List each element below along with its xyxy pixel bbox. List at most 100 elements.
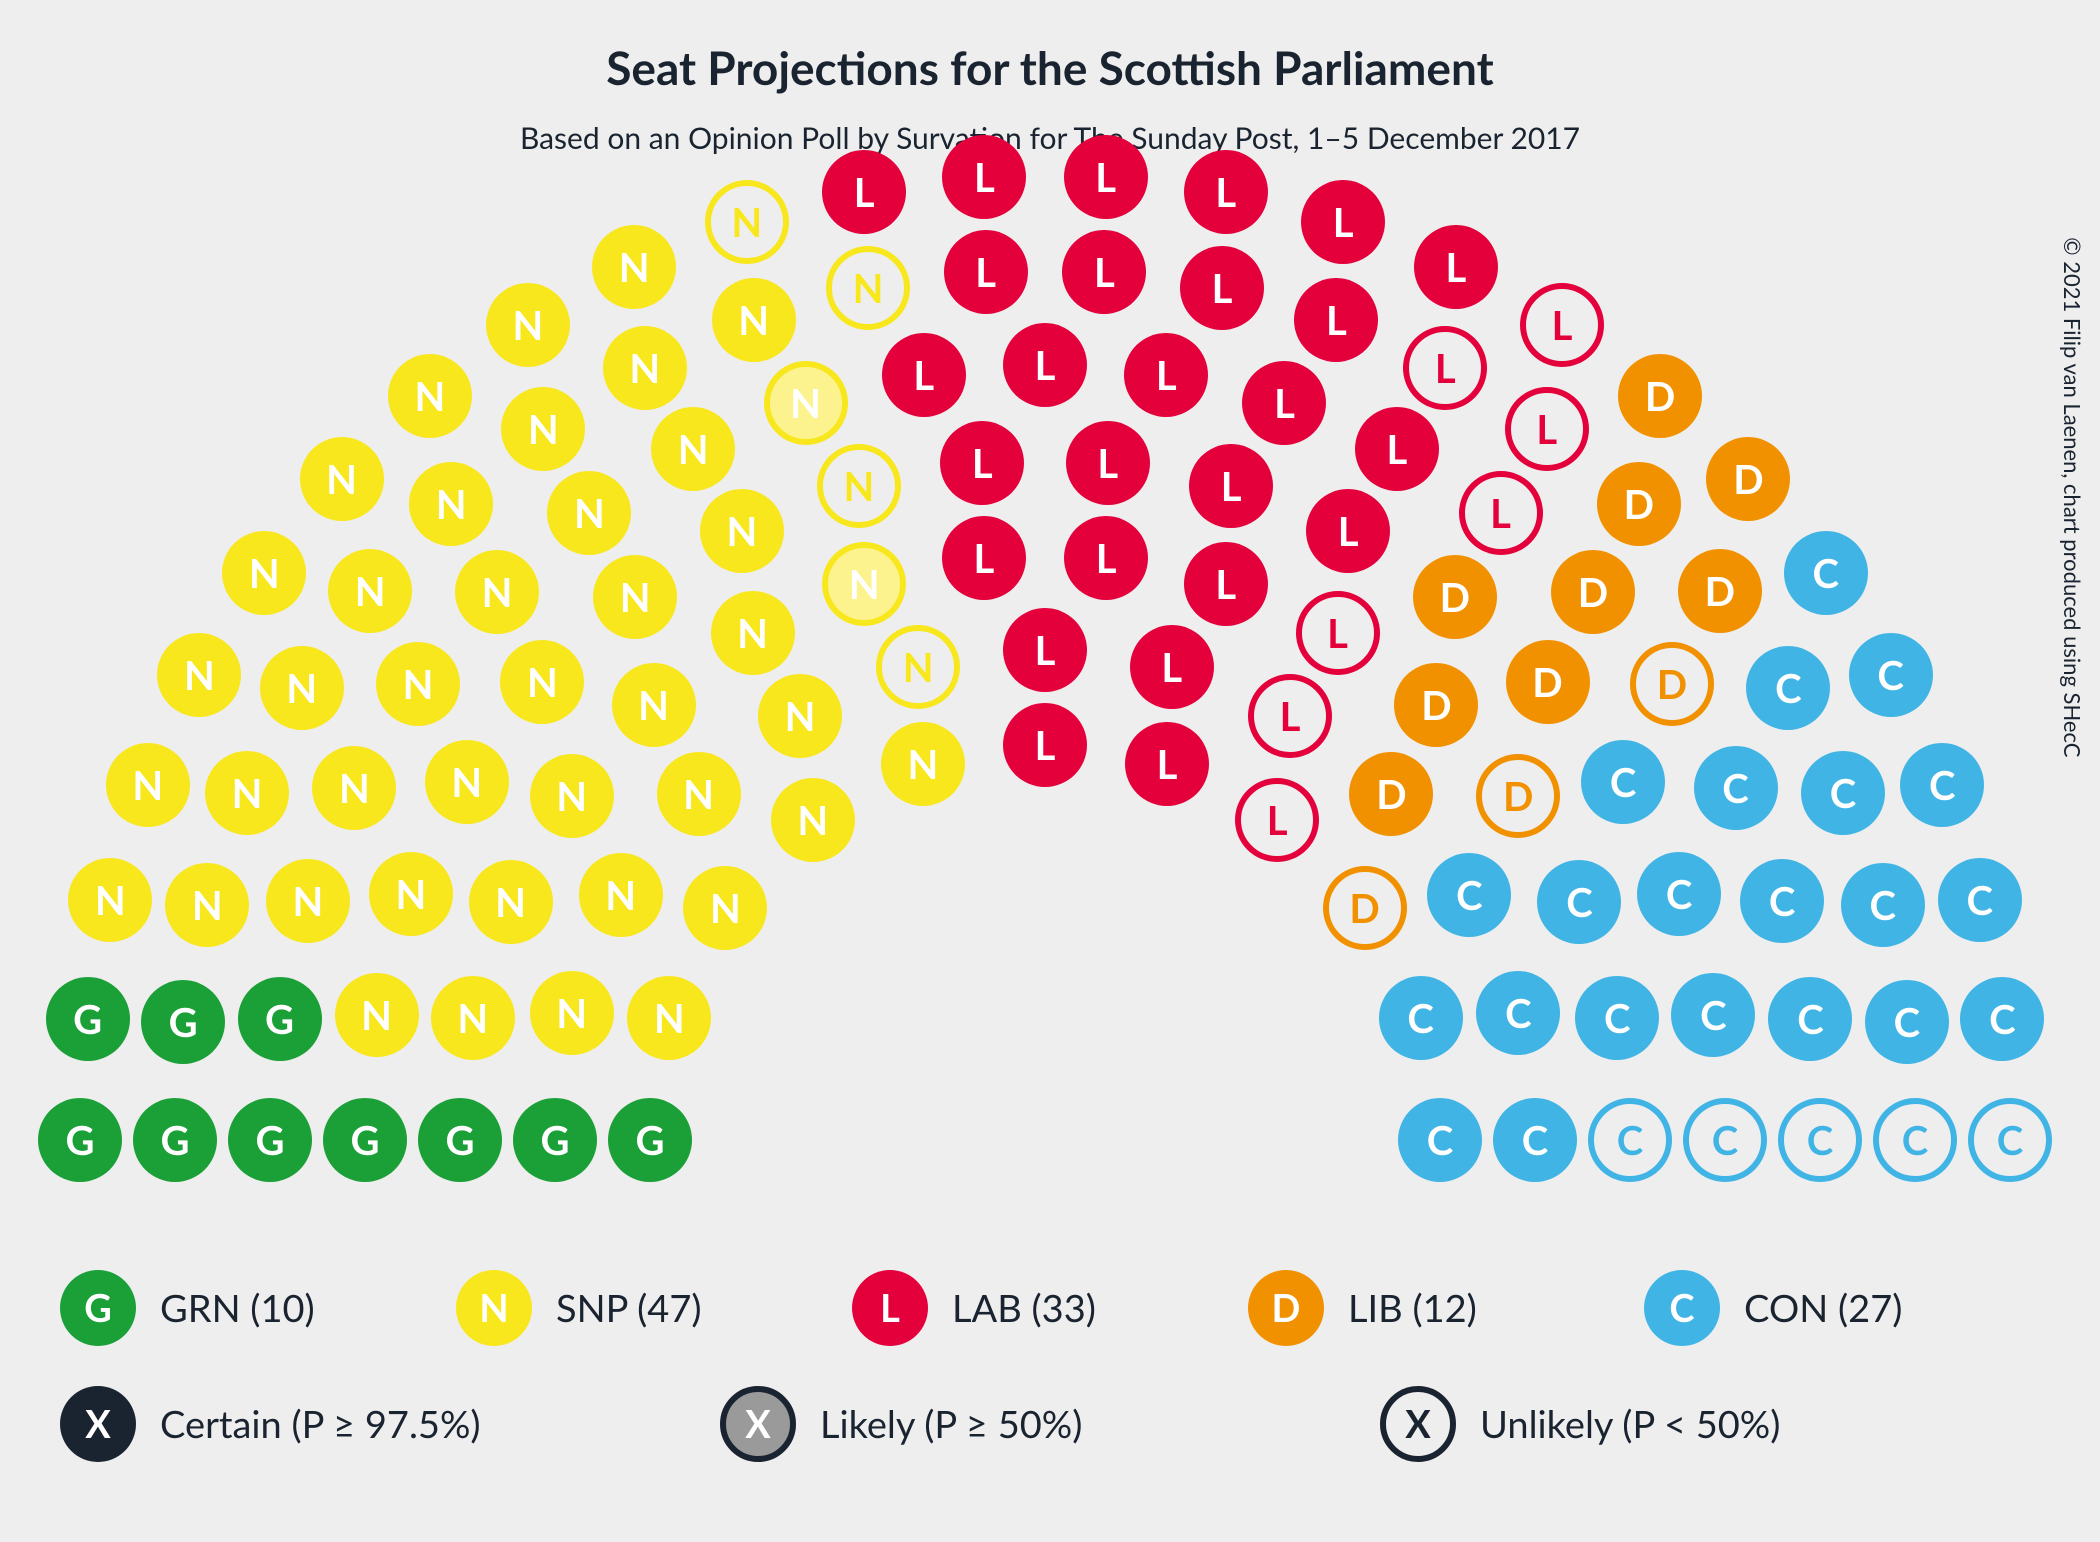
seat: N	[711, 591, 795, 675]
seat: G	[141, 980, 225, 1064]
seat: L	[942, 135, 1026, 219]
seat: L	[822, 150, 906, 234]
legend-item-con: CCON (27)	[1644, 1270, 2040, 1346]
seat: N	[705, 180, 789, 264]
seat: N	[603, 326, 687, 410]
seat: N	[165, 863, 249, 947]
chart-title: Seat Projections for the Scottish Parlia…	[0, 40, 2100, 95]
seat: N	[469, 860, 553, 944]
prob-legend-item-likely: XLikely (P ≥ 50%)	[720, 1386, 1380, 1462]
seat: C	[1683, 1098, 1767, 1182]
attribution-text: © 2021 Filip van Laenen, chart produced …	[2059, 237, 2086, 757]
seat: G	[238, 977, 322, 1061]
seat: L	[1184, 542, 1268, 626]
seat: C	[1398, 1098, 1482, 1182]
seat: D	[1349, 752, 1433, 836]
seat: N	[593, 555, 677, 639]
seat: L	[1306, 489, 1390, 573]
seat: L	[1520, 283, 1604, 367]
seat: N	[822, 542, 906, 626]
seat: L	[944, 230, 1028, 314]
seat: C	[1801, 751, 1885, 835]
prob-legend-label: Unlikely (P < 50%)	[1480, 1401, 1780, 1447]
legend-swatch: D	[1248, 1270, 1324, 1346]
seat: N	[764, 361, 848, 445]
seat: C	[1694, 746, 1778, 830]
seat: G	[418, 1098, 502, 1182]
legend-label: LIB (12)	[1348, 1285, 1477, 1331]
seat: D	[1706, 437, 1790, 521]
seat: C	[1637, 852, 1721, 936]
seat: C	[1671, 973, 1755, 1057]
seat: N	[683, 866, 767, 950]
seat: L	[1062, 230, 1146, 314]
seat: N	[651, 407, 735, 491]
seat: N	[627, 976, 711, 1060]
seat: C	[1746, 646, 1830, 730]
seat: L	[1403, 326, 1487, 410]
seat: N	[817, 444, 901, 528]
seat: C	[1849, 633, 1933, 717]
seat: C	[1768, 977, 1852, 1061]
prob-legend-swatch: X	[1380, 1386, 1456, 1462]
legend-swatch: L	[852, 1270, 928, 1346]
seat: D	[1618, 354, 1702, 438]
seat: L	[942, 516, 1026, 600]
seat: G	[323, 1098, 407, 1182]
seat: N	[455, 550, 539, 634]
seat: L	[1003, 703, 1087, 787]
seat: L	[1130, 625, 1214, 709]
seat: N	[260, 646, 344, 730]
prob-legend-label: Certain (P ≥ 97.5%)	[160, 1401, 481, 1447]
seat: N	[530, 971, 614, 1055]
seat: L	[1235, 778, 1319, 862]
seat: N	[222, 531, 306, 615]
seat: D	[1323, 866, 1407, 950]
legend-swatch: N	[456, 1270, 532, 1346]
seat: N	[881, 722, 965, 806]
seat: C	[1476, 971, 1560, 1055]
seat: C	[1841, 863, 1925, 947]
seat: N	[486, 283, 570, 367]
seat: N	[530, 754, 614, 838]
seat: N	[771, 778, 855, 862]
seat: C	[1778, 1098, 1862, 1182]
seat: C	[1900, 743, 1984, 827]
seat: N	[712, 278, 796, 362]
prob-legend-swatch: X	[60, 1386, 136, 1462]
legend-label: GRN (10)	[160, 1285, 315, 1331]
page: Seat Projections for the Scottish Parlia…	[0, 0, 2100, 1542]
seat: N	[328, 549, 412, 633]
seat: C	[1427, 853, 1511, 937]
prob-legend-swatch: X	[720, 1386, 796, 1462]
seat: N	[579, 853, 663, 937]
prob-legend-item-unlikely: X Unlikely (P < 50%)	[1380, 1386, 2040, 1462]
seat: C	[1537, 860, 1621, 944]
seat: N	[500, 640, 584, 724]
legend-swatch: C	[1644, 1270, 1720, 1346]
seat: D	[1506, 640, 1590, 724]
seat: L	[1301, 180, 1385, 264]
hemicycle: GGGGGGGGGGNNNNNNNNNNNNNNNNNNNNNNNNNNNNNN…	[45, 200, 2045, 1160]
seat: C	[1581, 740, 1665, 824]
seat: N	[425, 740, 509, 824]
seat: N	[106, 743, 190, 827]
seat: N	[657, 752, 741, 836]
seat: L	[1505, 387, 1589, 471]
seat: N	[409, 462, 493, 546]
seat: C	[1379, 976, 1463, 1060]
legend: GGRN (10)NSNP (47)LLAB (33)DLIB (12)CCON…	[60, 1270, 2040, 1502]
seat: D	[1394, 663, 1478, 747]
seat: D	[1476, 754, 1560, 838]
seat: G	[513, 1098, 597, 1182]
seat: L	[1296, 591, 1380, 675]
seat: L	[1003, 608, 1087, 692]
seat: C	[1968, 1098, 2052, 1182]
seat: N	[826, 246, 910, 330]
prob-legend-item-certain: X Certain (P ≥ 97.5%)	[60, 1386, 720, 1462]
seat: L	[1125, 722, 1209, 806]
seat: L	[1064, 135, 1148, 219]
seat: N	[300, 437, 384, 521]
seat: L	[1003, 323, 1087, 407]
seat: G	[133, 1098, 217, 1182]
